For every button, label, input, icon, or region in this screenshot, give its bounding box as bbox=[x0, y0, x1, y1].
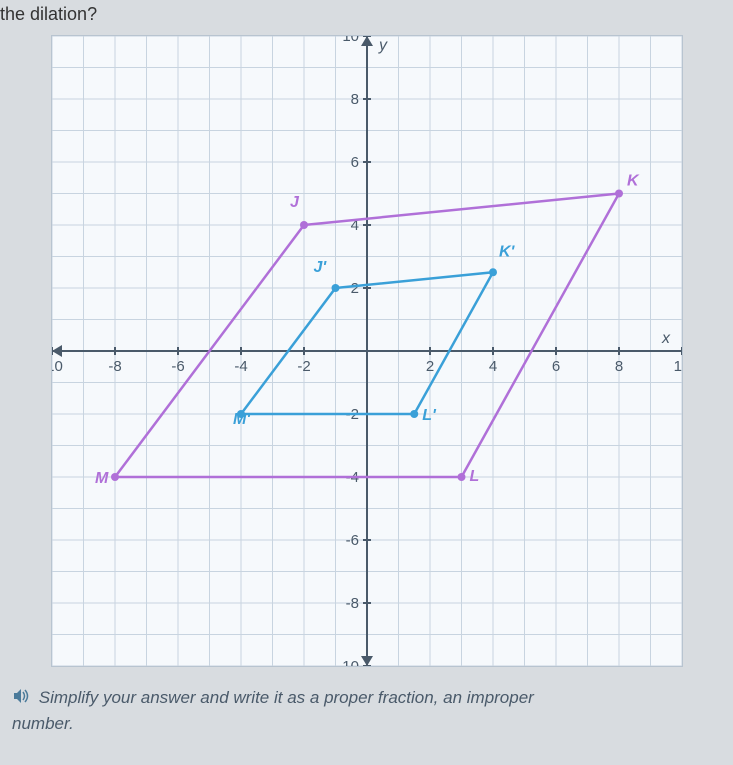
svg-text:-10: -10 bbox=[337, 658, 359, 666]
instruction-text-2: number. bbox=[12, 714, 74, 733]
svg-text:-10: -10 bbox=[52, 358, 63, 375]
vertex-L bbox=[457, 473, 465, 481]
vertex-L-prime bbox=[410, 410, 418, 418]
svg-text:-6: -6 bbox=[345, 532, 358, 549]
svg-text:4: 4 bbox=[488, 358, 496, 375]
vertex-M bbox=[111, 473, 119, 481]
svg-text:6: 6 bbox=[551, 358, 559, 375]
vertex-K-prime bbox=[489, 268, 497, 276]
svg-text:-2: -2 bbox=[297, 358, 310, 375]
vertex-J bbox=[300, 221, 308, 229]
audio-icon[interactable] bbox=[12, 686, 30, 712]
svg-text:10: 10 bbox=[673, 358, 681, 375]
vertex-label-J-prime: J' bbox=[313, 259, 327, 276]
svg-text:y: y bbox=[378, 37, 388, 54]
svg-text:10: 10 bbox=[342, 36, 359, 45]
svg-text:6: 6 bbox=[350, 154, 358, 171]
svg-text:x: x bbox=[661, 330, 671, 347]
svg-text:2: 2 bbox=[350, 280, 358, 297]
vertex-K bbox=[615, 190, 623, 198]
heading-fragment: the dilation? bbox=[0, 0, 733, 25]
vertex-label-L: L bbox=[469, 468, 479, 485]
svg-text:-8: -8 bbox=[345, 595, 358, 612]
vertex-label-J: J bbox=[290, 194, 300, 211]
vertex-label-K: K bbox=[627, 173, 640, 190]
svg-text:-8: -8 bbox=[108, 358, 121, 375]
svg-text:8: 8 bbox=[350, 91, 358, 108]
vertex-J-prime bbox=[331, 284, 339, 292]
vertex-label-M-prime: M' bbox=[233, 411, 251, 428]
svg-text:-4: -4 bbox=[234, 358, 247, 375]
svg-text:-6: -6 bbox=[171, 358, 184, 375]
instruction-text-1: Simplify your answer and write it as a p… bbox=[39, 688, 534, 707]
bottom-instruction: Simplify your answer and write it as a p… bbox=[0, 667, 733, 737]
svg-text:8: 8 bbox=[614, 358, 622, 375]
coordinate-grid: yx -10-8-6-4-2246810-10-8-6-4-2246810 JK… bbox=[51, 35, 683, 667]
vertex-label-M: M bbox=[95, 470, 109, 487]
vertex-label-L-prime: L' bbox=[422, 407, 437, 424]
vertex-label-K-prime: K' bbox=[499, 243, 516, 260]
svg-text:2: 2 bbox=[425, 358, 433, 375]
